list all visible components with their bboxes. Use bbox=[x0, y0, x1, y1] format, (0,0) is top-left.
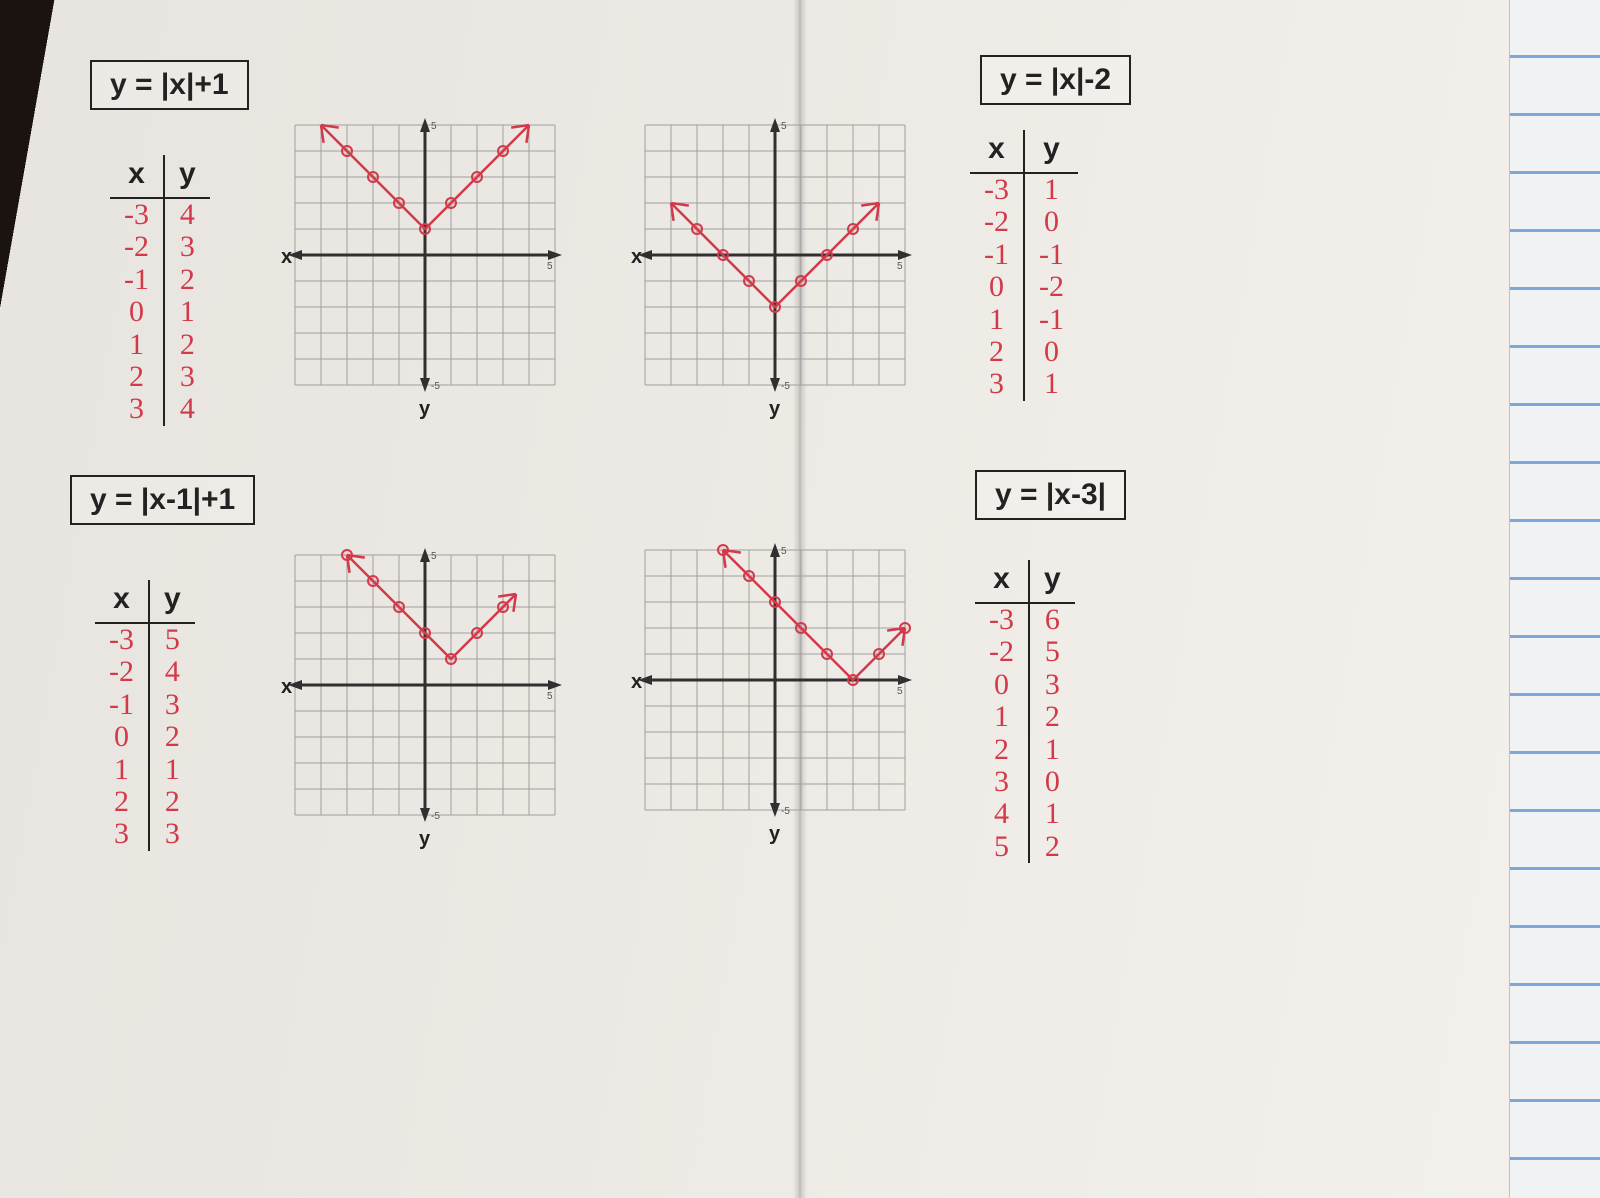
col-y: y bbox=[1024, 130, 1078, 173]
graph-p2: 5 -5 5 x y bbox=[625, 105, 925, 435]
col-y: y bbox=[1029, 560, 1075, 603]
table-row: -36 bbox=[975, 603, 1075, 636]
xy-table-p3: xy-35-24-1302112233 bbox=[95, 580, 195, 851]
col-y: y bbox=[164, 155, 210, 198]
svg-text:-5: -5 bbox=[781, 381, 790, 392]
svg-text:5: 5 bbox=[431, 121, 437, 132]
table-row: 41 bbox=[975, 798, 1075, 830]
svg-text:5: 5 bbox=[431, 551, 437, 562]
svg-text:y: y bbox=[769, 823, 781, 845]
table-row: -34 bbox=[110, 198, 210, 231]
svg-text:5: 5 bbox=[781, 121, 787, 132]
table-row: 03 bbox=[975, 669, 1075, 701]
svg-text:5: 5 bbox=[547, 261, 553, 272]
col-x: x bbox=[95, 580, 149, 623]
table-row: 21 bbox=[975, 734, 1075, 766]
xy-table-p1: xy-34-23-1201122334 bbox=[110, 155, 210, 426]
svg-text:5: 5 bbox=[547, 691, 553, 702]
col-x: x bbox=[975, 560, 1029, 603]
table-row: -1-1 bbox=[970, 239, 1078, 271]
table-row: -23 bbox=[110, 231, 210, 263]
col-y: y bbox=[149, 580, 195, 623]
graph-p4: 5 -5 5 x y bbox=[625, 530, 925, 860]
table-row: 22 bbox=[95, 786, 195, 818]
col-x: x bbox=[110, 155, 164, 198]
table-row: 52 bbox=[975, 831, 1075, 863]
table-row: 31 bbox=[970, 368, 1078, 400]
svg-text:-5: -5 bbox=[431, 381, 440, 392]
svg-text:5: 5 bbox=[897, 686, 903, 697]
svg-text:-5: -5 bbox=[431, 811, 440, 822]
table-row: -24 bbox=[95, 656, 195, 688]
svg-text:x: x bbox=[631, 246, 642, 268]
xy-table-p2: xy-31-20-1-10-21-12031 bbox=[970, 130, 1078, 401]
equation-p2: y = |x|-2 bbox=[980, 55, 1131, 105]
table-row: 34 bbox=[110, 393, 210, 425]
table-row: -35 bbox=[95, 623, 195, 656]
svg-text:-5: -5 bbox=[781, 806, 790, 817]
notebook-edge bbox=[1509, 0, 1600, 1198]
table-row: -25 bbox=[975, 636, 1075, 668]
equation-p1: y = |x|+1 bbox=[90, 60, 249, 110]
svg-text:5: 5 bbox=[897, 261, 903, 272]
xy-table-p4: xy-36-25031221304152 bbox=[975, 560, 1075, 863]
table-row: 30 bbox=[975, 766, 1075, 798]
svg-text:y: y bbox=[419, 828, 431, 850]
equation-p3: y = |x-1|+1 bbox=[70, 475, 255, 525]
table-row: 01 bbox=[110, 296, 210, 328]
col-x: x bbox=[970, 130, 1024, 173]
table-row: -31 bbox=[970, 173, 1078, 206]
svg-text:x: x bbox=[631, 671, 642, 693]
equation-p4: y = |x-3| bbox=[975, 470, 1126, 520]
table-row: 33 bbox=[95, 818, 195, 850]
table-row: 1-1 bbox=[970, 304, 1078, 336]
table-row: 0-2 bbox=[970, 271, 1078, 303]
svg-text:y: y bbox=[419, 398, 431, 420]
table-row: -13 bbox=[95, 689, 195, 721]
table-row: 23 bbox=[110, 361, 210, 393]
table-row: 02 bbox=[95, 721, 195, 753]
table-row: 12 bbox=[975, 701, 1075, 733]
graph-p1: 5 -5 5 x y bbox=[275, 105, 575, 435]
svg-text:x: x bbox=[281, 246, 292, 268]
table-row: 11 bbox=[95, 754, 195, 786]
table-row: 20 bbox=[970, 336, 1078, 368]
graph-p3: 5 -5 5 x y bbox=[275, 535, 575, 865]
table-row: -20 bbox=[970, 206, 1078, 238]
table-row: -12 bbox=[110, 264, 210, 296]
table-row: 12 bbox=[110, 329, 210, 361]
svg-text:5: 5 bbox=[781, 546, 787, 557]
svg-text:x: x bbox=[281, 676, 292, 698]
svg-text:y: y bbox=[769, 398, 781, 420]
